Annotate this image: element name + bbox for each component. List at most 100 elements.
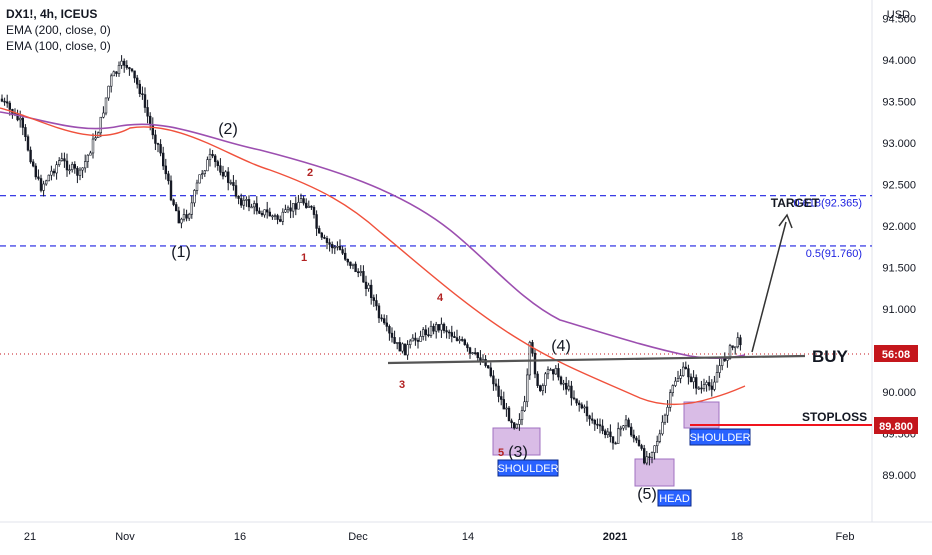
- candle-body: [489, 367, 492, 377]
- candle-body: [128, 67, 131, 70]
- wave-minor-label: 1: [301, 252, 307, 264]
- candle-body: [585, 406, 589, 417]
- candle-body: [276, 215, 279, 220]
- candle-body: [123, 60, 126, 66]
- candle-body: [689, 376, 693, 383]
- candle-body: [310, 205, 313, 208]
- ema200-legend-label[interactable]: EMA (200, close, 0): [6, 23, 111, 37]
- candle-body: [110, 75, 113, 87]
- candle-body: [580, 404, 584, 409]
- candle-body: [29, 149, 32, 163]
- candle-body: [549, 369, 552, 371]
- candle-body: [84, 161, 87, 169]
- candle-body: [583, 406, 586, 409]
- candle-body: [510, 420, 513, 424]
- candle-body: [172, 199, 175, 205]
- candle-body: [47, 174, 51, 182]
- candle-body: [401, 343, 404, 352]
- ema200-line: [0, 111, 746, 360]
- candle-body: [450, 332, 453, 337]
- candle-body: [312, 207, 316, 215]
- candle-body: [177, 210, 180, 224]
- candle-body: [253, 203, 256, 208]
- time-axis-tick: 21: [24, 531, 36, 543]
- time-axis-tick: 16: [234, 531, 246, 543]
- candle-body: [562, 382, 565, 385]
- candle-body: [442, 323, 446, 331]
- candle-body: [624, 419, 628, 427]
- current-price-badge-bg: [874, 345, 918, 362]
- wave-major-label: (4): [551, 338, 571, 355]
- candle-body: [406, 344, 409, 356]
- candle-body: [616, 428, 620, 444]
- fib-05-label: 0.5(91.760): [806, 248, 862, 260]
- candle-body: [658, 433, 662, 442]
- current-price-badge: 56:08: [882, 349, 910, 361]
- candle-body: [518, 419, 521, 425]
- candle-body: [156, 143, 160, 145]
- candle-body: [395, 342, 399, 344]
- candle-body: [317, 228, 321, 234]
- candle-body: [375, 300, 378, 307]
- candle-body: [596, 423, 599, 426]
- candle-body: [227, 171, 230, 183]
- candle-body: [291, 203, 295, 212]
- candle-body: [289, 207, 292, 212]
- candle-body: [229, 182, 232, 184]
- candle-body: [635, 437, 638, 441]
- neckline-buy-line: [387, 354, 806, 365]
- time-axis-tick: 18: [731, 531, 743, 543]
- candle-body: [520, 410, 524, 420]
- candle-body: [242, 199, 245, 206]
- symbol-label[interactable]: DX1!, 4h, ICEUS: [6, 7, 98, 21]
- candle-body: [52, 170, 56, 174]
- candle-body: [390, 332, 394, 338]
- candle-body: [702, 384, 706, 389]
- candle-body: [5, 101, 9, 104]
- candle-body: [598, 424, 602, 427]
- price-axis-tick: 93.000: [882, 138, 916, 150]
- candle-body: [731, 345, 734, 348]
- candle-body: [713, 381, 716, 390]
- candle-body: [614, 442, 617, 445]
- candle-body: [551, 369, 555, 375]
- candle-body: [42, 183, 45, 191]
- candle-body: [81, 167, 84, 171]
- candle-body: [372, 297, 375, 301]
- candle-body: [320, 232, 323, 238]
- time-axis-tick: Dec: [348, 531, 368, 543]
- candle-body: [117, 64, 121, 74]
- head-label-bg: [657, 489, 692, 507]
- ema100-legend-label[interactable]: EMA (100, close, 0): [6, 39, 111, 53]
- candle-body: [258, 210, 261, 214]
- ema100-line: [0, 107, 746, 406]
- price-axis-tick: 93.500: [882, 97, 916, 109]
- candle-body: [120, 60, 123, 66]
- candle-body: [55, 164, 58, 174]
- candle-body: [601, 425, 604, 432]
- candle-body: [726, 358, 729, 361]
- candle-body: [533, 352, 537, 375]
- candle-body: [133, 70, 136, 79]
- candle-body: [284, 209, 287, 213]
- price-axis-tick: 94.500: [882, 14, 916, 26]
- candle-body: [68, 169, 71, 171]
- candle-body: [512, 422, 516, 429]
- candle-body: [679, 375, 682, 379]
- candle-body: [499, 396, 503, 400]
- candle-body: [676, 378, 680, 382]
- stoploss-label: STOPLOSS: [802, 410, 867, 424]
- candle-body: [429, 325, 433, 336]
- candle-body: [458, 339, 461, 341]
- candle-body: [668, 392, 672, 408]
- right-shoulder-box: [683, 401, 720, 429]
- candle-body: [437, 324, 440, 331]
- candle-body: [640, 445, 643, 449]
- candle-body: [736, 337, 740, 348]
- candle-body: [39, 178, 43, 191]
- candle-body: [255, 203, 258, 212]
- candle-body: [455, 337, 459, 341]
- candle-body: [0, 98, 4, 102]
